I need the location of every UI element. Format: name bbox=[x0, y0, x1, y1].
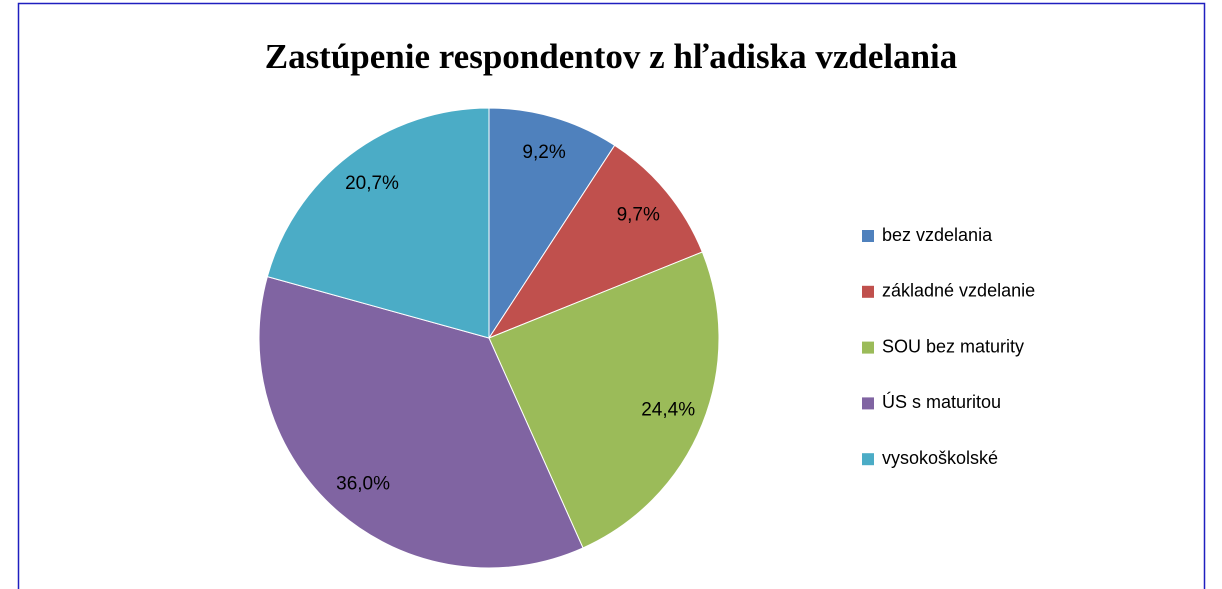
pie-slice bbox=[266, 107, 490, 339]
legend-swatch bbox=[862, 230, 874, 242]
legend-swatch bbox=[862, 397, 874, 410]
pie-slice bbox=[488, 251, 720, 549]
pie-slice bbox=[487, 144, 703, 340]
chart-title: Zastúpenie respondentov z hľadiska vzdel… bbox=[265, 37, 958, 76]
data-label: 9,7% bbox=[617, 204, 660, 225]
data-label: 20,7% bbox=[345, 173, 399, 194]
chart-border bbox=[17, 2, 1206, 589]
legend-swatch bbox=[862, 453, 874, 466]
legend-label: bez vzdelania bbox=[882, 225, 993, 245]
legend-swatch bbox=[862, 341, 874, 354]
legend-label: SOU bez maturity bbox=[882, 336, 1024, 356]
data-label: 24,4% bbox=[641, 399, 695, 420]
pie-slice bbox=[488, 107, 616, 340]
data-label: 36,0% bbox=[336, 474, 390, 495]
legend-swatch bbox=[862, 285, 874, 298]
pie-slice bbox=[258, 275, 584, 569]
legend-label: ÚS s maturitou bbox=[882, 391, 1001, 412]
legend-label: základné vzdelanie bbox=[882, 281, 1035, 301]
legend-label: vysokoškolské bbox=[882, 448, 998, 468]
data-label: 9,2% bbox=[522, 142, 565, 163]
